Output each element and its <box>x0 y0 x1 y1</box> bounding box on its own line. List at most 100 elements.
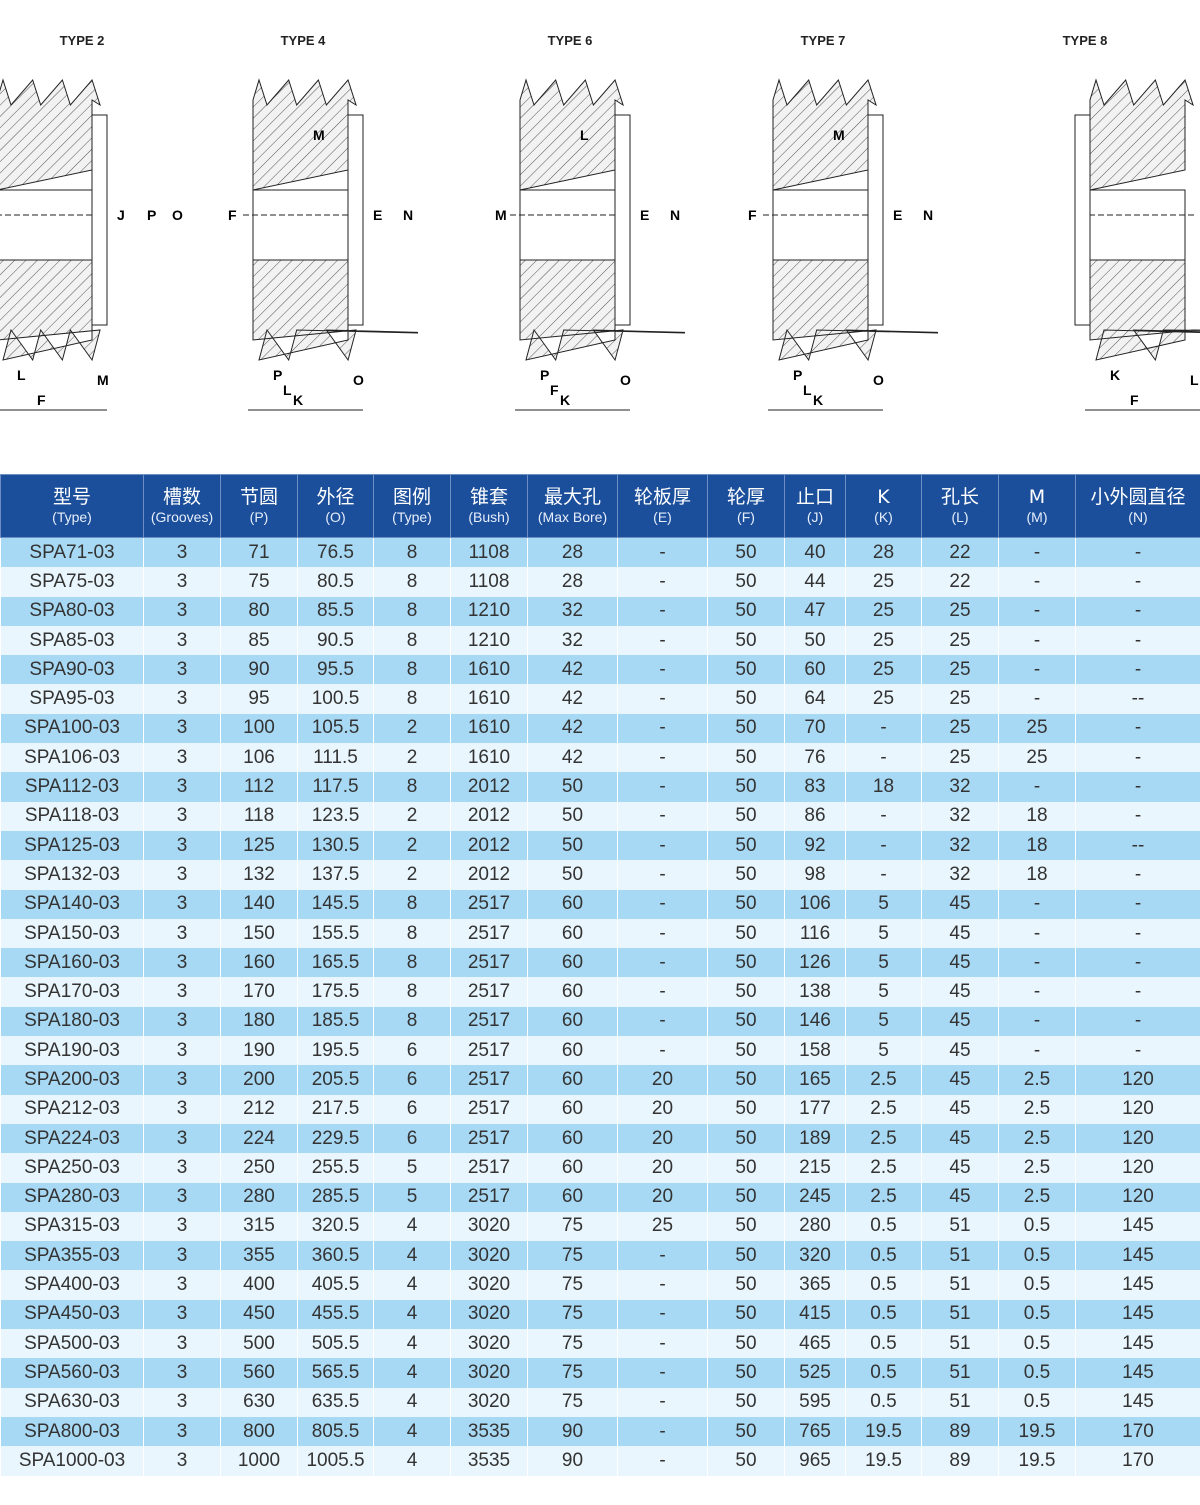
table-cell: 3020 <box>450 1329 528 1359</box>
table-cell: 0.5 <box>998 1299 1076 1330</box>
table-cell: 95 <box>220 684 298 714</box>
table-cell: - <box>617 1036 708 1066</box>
table-cell: 155.5 <box>297 918 374 949</box>
table-cell: SPA315-03 <box>0 1211 144 1242</box>
table-cell: - <box>1075 801 1200 831</box>
dimension-label: P <box>147 207 156 223</box>
table-cell: 200 <box>220 1065 298 1095</box>
table-cell: 360.5 <box>297 1241 374 1271</box>
table-cell: 320 <box>784 1241 846 1271</box>
table-cell: 137.5 <box>297 860 374 890</box>
table-cell: SPA150-03 <box>0 918 144 949</box>
table-cell: 50 <box>707 1270 785 1300</box>
table-cell: - <box>1075 860 1200 890</box>
table-cell: 3 <box>143 537 221 568</box>
table-cell: 25 <box>998 743 1076 773</box>
table-cell: SPA75-03 <box>0 567 144 597</box>
table-cell: 189 <box>784 1123 846 1154</box>
table-cell: SPA170-03 <box>0 977 144 1007</box>
table-cell: 215 <box>784 1153 846 1183</box>
table-cell: 2517 <box>450 889 528 919</box>
table-cell: 3 <box>143 918 221 949</box>
table-cell: 3 <box>143 596 221 626</box>
dimension-label: K <box>293 392 303 408</box>
table-cell: 50 <box>707 1036 785 1066</box>
table-cell: 8 <box>373 918 451 949</box>
table-cell: - <box>998 772 1076 802</box>
table-cell: 500 <box>220 1329 298 1359</box>
table-cell: SPA95-03 <box>0 684 144 714</box>
table-cell: - <box>617 713 708 744</box>
dimension-label: O <box>172 207 183 223</box>
table-cell: 44 <box>784 567 846 597</box>
table-cell: 50 <box>707 1241 785 1271</box>
table-cell: 3 <box>143 1270 221 1300</box>
table-cell: 25 <box>921 596 999 626</box>
table-cell: 50 <box>707 801 785 831</box>
column-header: 型号 (Type) <box>0 474 144 538</box>
table-cell: 28 <box>527 567 618 597</box>
table-row: SPA190-03 3 190 195.5 6 2517 60-50 158 5 45- - <box>0 1036 1200 1066</box>
table-cell: 2.5 <box>845 1094 922 1124</box>
table-cell: SPA80-03 <box>0 596 144 626</box>
table-cell: 5 <box>845 1006 922 1037</box>
table-cell: 4 <box>373 1387 451 1417</box>
table-cell: - <box>617 860 708 890</box>
table-cell: 45 <box>921 1036 999 1066</box>
table-cell: 765 <box>784 1416 846 1447</box>
table-row: SPA200-03 3 200 205.5 6 2517 60 20 50 165 2.5 45 2.5… <box>0 1065 1200 1095</box>
table-cell: 45 <box>921 1153 999 1183</box>
table-cell: 2 <box>373 713 451 744</box>
table-cell: 50 <box>707 567 785 597</box>
table-cell: 158 <box>784 1036 846 1066</box>
table-cell: 455.5 <box>297 1299 374 1330</box>
table-cell: 465 <box>784 1329 846 1359</box>
table-cell: 50 <box>527 860 618 890</box>
table-cell: 2012 <box>450 772 528 802</box>
table-cell: - <box>845 743 922 773</box>
table-cell: 50 <box>707 684 785 714</box>
table-cell: 45 <box>921 1094 999 1124</box>
table-cell: - <box>617 625 708 656</box>
table-cell: 50 <box>527 801 618 831</box>
dimension-label: L <box>17 367 26 383</box>
table-cell: 595 <box>784 1387 846 1417</box>
table-cell: - <box>998 655 1076 685</box>
header-cn: M <box>1028 486 1046 509</box>
table-cell: 50 <box>707 1358 785 1388</box>
table-cell: 45 <box>921 948 999 978</box>
table-cell: 100.5 <box>297 684 374 714</box>
table-cell: 8 <box>373 596 451 626</box>
diagram-title: TYPE 4 <box>280 33 326 48</box>
diagram-title: TYPE 2 <box>59 33 105 48</box>
table-cell: 50 <box>707 860 785 890</box>
column-header: 小外圆直径 (N) <box>1075 474 1200 538</box>
table-cell: 805.5 <box>297 1416 374 1447</box>
table-cell: SPA450-03 <box>0 1299 144 1330</box>
dimension-label: M <box>833 127 845 143</box>
table-cell: 2.5 <box>845 1153 922 1183</box>
table-cell: - <box>1075 625 1200 656</box>
table-cell: 0.5 <box>998 1211 1076 1242</box>
table-cell: 315 <box>220 1211 298 1242</box>
table-cell: 165 <box>784 1065 846 1095</box>
dimension-label: O <box>873 372 884 388</box>
table-cell: 126 <box>784 948 846 978</box>
table-row: SPA85-03 3 85 90.5 8 1210 32-50 50 25 25- - <box>0 625 1200 656</box>
table-cell: 2517 <box>450 1153 528 1183</box>
table-cell: - <box>998 1036 1076 1066</box>
header-en: (E) <box>653 508 672 525</box>
table-cell: 195.5 <box>297 1036 374 1066</box>
table-cell: SPA1000-03 <box>0 1446 144 1476</box>
table-cell: - <box>617 801 708 831</box>
table-cell: 98 <box>784 860 846 890</box>
table-cell: 185.5 <box>297 1006 374 1037</box>
table-cell: 51 <box>921 1358 999 1388</box>
column-header: 图例 (Type) <box>373 474 451 538</box>
table-cell: 3535 <box>450 1446 528 1476</box>
table-cell: 145 <box>1075 1299 1200 1330</box>
table-cell: 50 <box>707 1329 785 1359</box>
table-cell: 0.5 <box>998 1387 1076 1417</box>
table-cell: 42 <box>527 684 618 714</box>
